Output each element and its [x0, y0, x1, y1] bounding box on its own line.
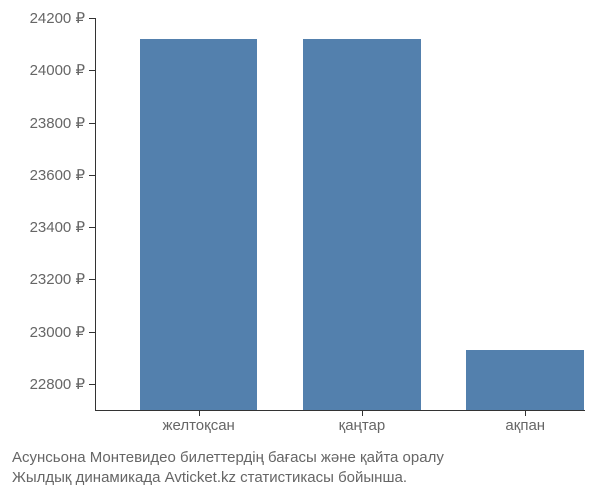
y-axis-tick	[89, 123, 95, 124]
bar-chart: 22800 ₽ 23000 ₽ 23200 ₽ 23400 ₽ 23600 ₽ 23800…	[0, 0, 600, 500]
caption-line-1: Асунсьона Монтевидео билеттердің бағасы …	[12, 448, 444, 468]
bar	[466, 350, 584, 410]
y-axis-tick-label: 23000 ₽	[30, 323, 85, 341]
y-axis-line	[95, 18, 96, 410]
x-axis-line	[95, 410, 585, 411]
x-axis-tick-label: қаңтар	[339, 417, 386, 434]
y-axis-tick-label: 22800 ₽	[30, 375, 85, 393]
bar	[303, 39, 421, 410]
y-axis-tick-label: 24200 ₽	[30, 9, 85, 27]
y-axis-tick	[89, 70, 95, 71]
x-axis-tick	[199, 410, 200, 416]
bar	[140, 39, 258, 410]
y-axis-tick	[89, 175, 95, 176]
y-axis-tick-label: 23400 ₽	[30, 218, 85, 236]
x-axis-tick-label: желтоқсан	[162, 417, 234, 434]
x-axis-labels: желтоқсан қаңтар ақпан	[95, 415, 585, 439]
y-axis-tick-label: 23200 ₽	[30, 270, 85, 288]
x-axis-tick	[525, 410, 526, 416]
y-axis-tick	[89, 227, 95, 228]
y-axis-tick-label: 23600 ₽	[30, 166, 85, 184]
plot-area	[95, 18, 585, 410]
x-axis-tick	[362, 410, 363, 416]
y-axis-tick	[89, 384, 95, 385]
caption-line-2: Жылдық динамикада Avticket.kz статистика…	[12, 468, 444, 488]
x-axis-tick-label: ақпан	[505, 417, 545, 434]
y-axis-labels: 22800 ₽ 23000 ₽ 23200 ₽ 23400 ₽ 23600 ₽ 23800…	[0, 18, 85, 410]
chart-caption: Асунсьона Монтевидео билеттердің бағасы …	[12, 448, 444, 489]
y-axis-tick	[89, 279, 95, 280]
y-axis-tick-label: 23800 ₽	[30, 114, 85, 132]
y-axis-tick	[89, 332, 95, 333]
y-axis-tick-label: 24000 ₽	[30, 61, 85, 79]
y-axis-tick	[89, 18, 95, 19]
